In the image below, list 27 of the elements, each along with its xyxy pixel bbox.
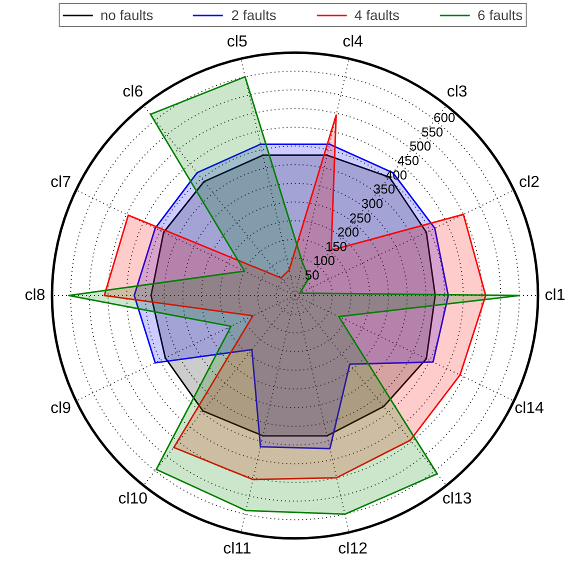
y-tick-label: 500	[409, 138, 432, 154]
spoke-label: cl1	[544, 287, 566, 304]
spoke-label: cl2	[519, 174, 540, 192]
y-tick-label: 600	[433, 110, 456, 126]
y-tick-label: 450	[397, 153, 420, 168]
legend-label: 4 faults	[354, 7, 400, 23]
spoke-label: cl13	[442, 490, 472, 508]
y-tick-label: 350	[373, 182, 396, 197]
y-tick-label: 100	[313, 253, 336, 268]
y-tick-label: 200	[337, 224, 360, 240]
legend-label: no faults	[100, 7, 154, 23]
y-tick-label: 300	[361, 196, 384, 211]
spoke-label: cl9	[50, 400, 72, 417]
y-tick-label: 550	[421, 124, 444, 140]
spoke-label: cl6	[122, 84, 144, 101]
spoke-label: cl7	[50, 174, 72, 192]
legend-label: 6 faults	[478, 7, 523, 23]
spoke-label: cl5	[226, 34, 248, 51]
spoke-label: cl3	[446, 84, 468, 101]
spoke-label: cl12	[338, 540, 368, 558]
spoke-label: cl8	[24, 287, 46, 304]
spoke-label: cl11	[223, 540, 252, 558]
spoke-label: cl14	[514, 400, 544, 417]
spoke-label: cl10	[118, 490, 148, 508]
spoke-label: cl4	[342, 34, 364, 51]
y-tick-label: 250	[349, 210, 372, 226]
legend-label: 2 faults	[231, 7, 276, 23]
